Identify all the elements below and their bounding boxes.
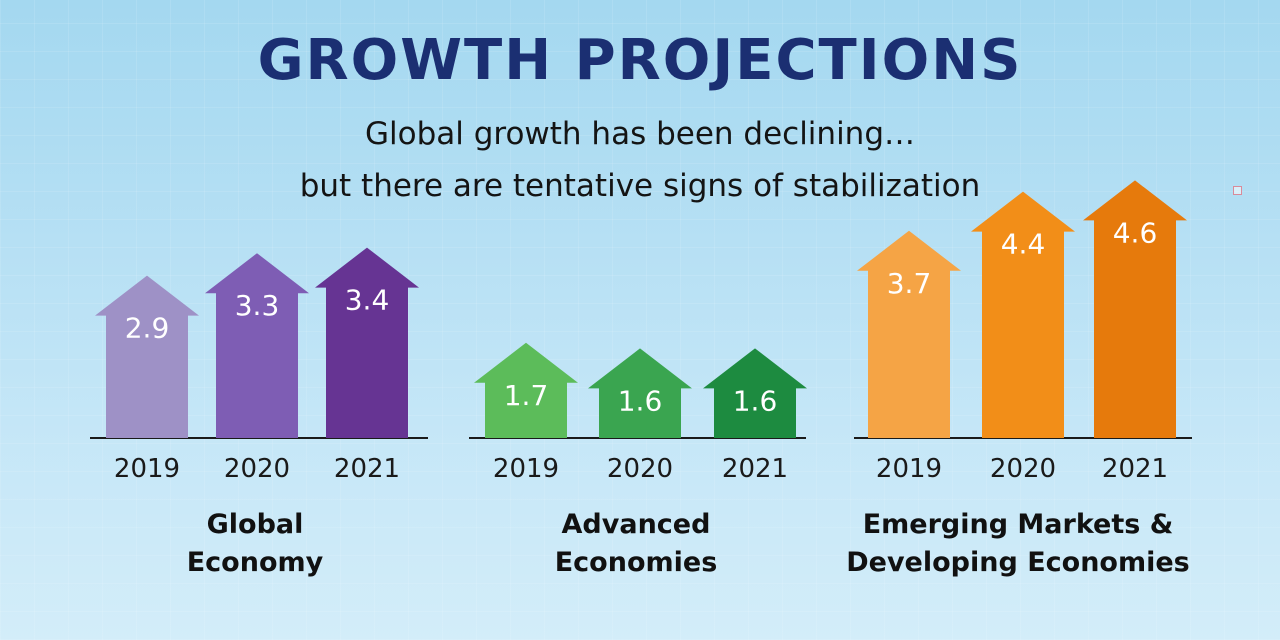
arrow-bar-advanced-economies-2020 <box>588 348 692 438</box>
value-label-advanced-economies-2021: 1.6 <box>733 384 778 417</box>
year-label-emerging-markets-developing-economies-2020: 2020 <box>990 454 1056 484</box>
group-label-emerging-developing-economies: Emerging Markets & Developing Economies <box>818 506 1218 582</box>
value-label-emerging-markets-developing-economies-2019: 3.7 <box>887 267 932 300</box>
arrow-bar-global-economy-2019 <box>95 275 199 438</box>
value-label-emerging-markets-developing-economies-2021: 4.6 <box>1113 216 1158 249</box>
group-label-advanced-economies: Advanced Economies <box>486 506 786 582</box>
year-label-advanced-economies-2020: 2020 <box>607 454 673 484</box>
year-label-emerging-markets-developing-economies-2019: 2019 <box>876 454 942 484</box>
arrow-bar-emerging-markets-developing-economies-2020 <box>971 191 1075 438</box>
year-label-emerging-markets-developing-economies-2021: 2021 <box>1102 454 1168 484</box>
value-label-advanced-economies-2020: 1.6 <box>618 384 663 417</box>
group-label-global-economy: Global Economy <box>105 506 405 582</box>
group-label-line: Emerging Markets & <box>862 509 1174 540</box>
subtitle-line-1: Global growth has been declining… <box>364 116 916 152</box>
year-label-global-economy-2019: 2019 <box>114 454 180 484</box>
group-label-line: Economy <box>186 547 324 578</box>
year-label-advanced-economies-2021: 2021 <box>722 454 788 484</box>
arrow-bar-global-economy-2020 <box>205 253 309 438</box>
arrow-bar-emerging-markets-developing-economies-2019 <box>857 230 961 438</box>
arrow-bar-global-economy-2021 <box>315 247 419 438</box>
value-label-emerging-markets-developing-economies-2020: 4.4 <box>1001 228 1046 261</box>
group-label-line: Developing Economies <box>846 547 1190 578</box>
small-square-marker <box>1233 186 1242 195</box>
group-label-line: Economies <box>554 547 718 578</box>
value-label-global-economy-2019: 2.9 <box>125 312 170 345</box>
arrow-bar-emerging-markets-developing-economies-2021 <box>1083 180 1187 438</box>
group-label-line: Advanced <box>561 509 711 540</box>
arrow-bar-advanced-economies-2019 <box>474 342 578 438</box>
group-label-line: Global <box>206 509 304 540</box>
subtitle-line-2: but there are tentative signs of stabili… <box>299 168 981 204</box>
year-label-global-economy-2021: 2021 <box>334 454 400 484</box>
year-label-global-economy-2020: 2020 <box>224 454 290 484</box>
value-label-global-economy-2021: 3.4 <box>345 284 390 317</box>
arrow-bar-advanced-economies-2021 <box>703 348 807 438</box>
value-label-advanced-economies-2019: 1.7 <box>504 379 549 412</box>
page-title: GROWTH PROJECTIONS <box>257 28 1023 93</box>
value-label-global-economy-2020: 3.3 <box>235 289 280 322</box>
year-label-advanced-economies-2019: 2019 <box>493 454 559 484</box>
